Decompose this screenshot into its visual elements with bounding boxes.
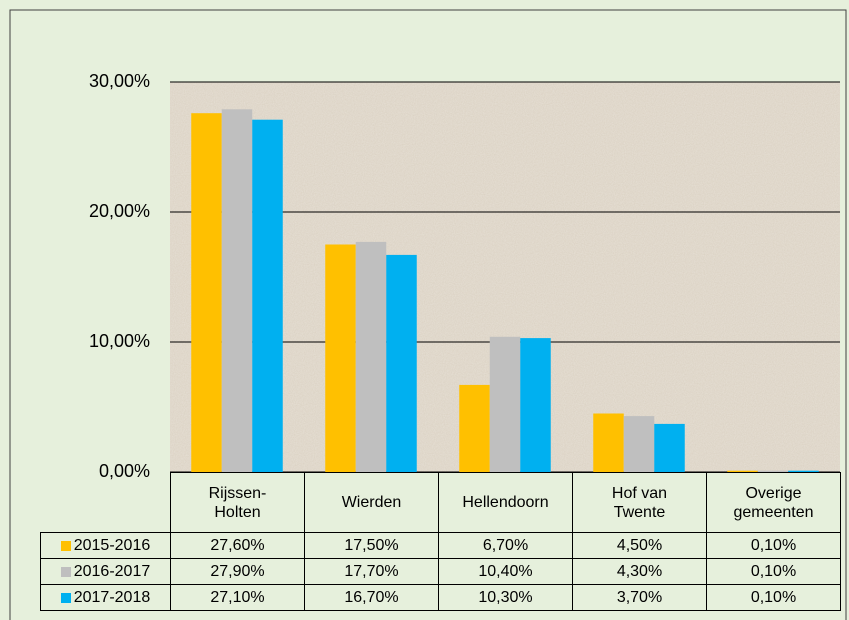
category-cell: Hellendoorn (438, 472, 573, 533)
legend-label: 2015-2016 (73, 537, 151, 554)
bar (593, 413, 624, 472)
bar (355, 241, 387, 472)
bar (252, 119, 283, 472)
value-cell: 6,70% (438, 532, 573, 559)
bar (654, 423, 685, 472)
value-cell: 27,90% (170, 558, 305, 585)
value-cell-text: 27,60% (210, 537, 265, 554)
legend-cell: 2017-2018 (40, 584, 171, 611)
category-cell: Rijssen-Holten (170, 472, 305, 533)
bar (623, 416, 655, 472)
value-cell-text: 0,10% (750, 563, 797, 580)
bar (727, 470, 758, 472)
value-cell: 4,30% (572, 558, 707, 585)
y-tick-label: 10,00% (89, 331, 150, 351)
legend-key (60, 566, 71, 577)
value-cell-text: 0,10% (750, 589, 797, 606)
bar (757, 470, 789, 472)
value-cell-text: 4,50% (616, 537, 663, 554)
value-cell: 10,30% (438, 584, 573, 611)
y-tick-label: 0,00% (99, 461, 150, 481)
bar (221, 109, 253, 473)
value-cell: 17,50% (304, 532, 439, 559)
category-cell-text: Hellendoorn (462, 494, 549, 511)
bar (489, 336, 521, 472)
value-cell-text: 10,30% (478, 589, 533, 606)
value-cell-text: 6,70% (482, 537, 529, 554)
category-cell-text: Overige gemeenten (733, 484, 814, 521)
bar (459, 384, 490, 472)
value-cell-text: 27,10% (210, 589, 265, 606)
value-cell: 10,40% (438, 558, 573, 585)
bar (386, 254, 417, 472)
value-cell-text: 27,90% (210, 563, 265, 580)
category-cell-text: Wierden (341, 494, 402, 511)
bar (325, 244, 356, 472)
legend-cell: 2015-2016 (40, 532, 171, 559)
category-cell: Overige gemeenten (706, 472, 841, 533)
value-cell: 27,10% (170, 584, 305, 611)
category-cell-text: Hof van Twente (611, 484, 668, 521)
value-cell-text: 17,70% (344, 563, 399, 580)
bar (191, 113, 222, 472)
value-cell: 3,70% (572, 584, 707, 611)
category-cell: Hof van Twente (572, 472, 707, 533)
value-cell: 17,70% (304, 558, 439, 585)
value-cell-text: 10,40% (478, 563, 533, 580)
value-cell: 0,10% (706, 532, 841, 559)
legend-cell: 2016-2017 (40, 558, 171, 585)
value-cell: 0,10% (706, 558, 841, 585)
value-cell-text: 0,10% (750, 537, 797, 554)
legend-key (60, 592, 71, 603)
y-tick-label: 20,00% (89, 201, 150, 221)
legend-key (60, 540, 71, 551)
value-cell-text: 17,50% (344, 537, 399, 554)
value-cell-text: 4,30% (616, 563, 663, 580)
value-cell: 27,60% (170, 532, 305, 559)
value-cell: 4,50% (572, 532, 707, 559)
value-cell: 16,70% (304, 584, 439, 611)
legend-label: 2016-2017 (73, 563, 151, 580)
category-cell-text: Rijssen-Holten (208, 484, 267, 521)
bar (788, 470, 819, 472)
value-cell: 0,10% (706, 584, 841, 611)
bar (520, 338, 551, 472)
value-cell-text: 16,70% (344, 589, 399, 606)
legend-label: 2017-2018 (73, 589, 151, 606)
y-tick-label: 30,00% (89, 71, 150, 91)
value-cell-text: 3,70% (616, 589, 663, 606)
chart-border (9, 9, 847, 620)
category-cell: Wierden (304, 472, 439, 533)
